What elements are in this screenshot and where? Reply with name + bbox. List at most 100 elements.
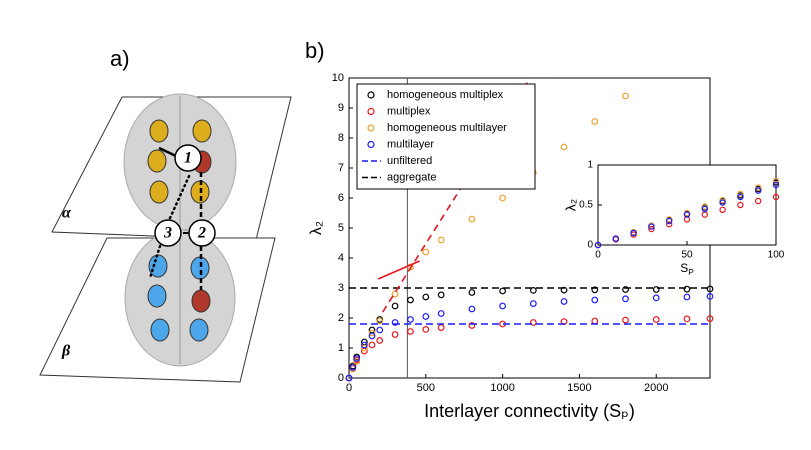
data-point <box>407 296 414 304</box>
data-point <box>437 291 445 299</box>
data-point <box>591 118 599 125</box>
data-point <box>622 316 629 324</box>
region-node <box>149 180 169 204</box>
data-point <box>701 205 709 213</box>
data-point <box>437 236 445 244</box>
region-node <box>147 149 167 173</box>
data-point <box>666 217 673 225</box>
data-point <box>755 184 762 191</box>
x-axis-label: SP <box>680 261 694 277</box>
data-point <box>683 315 691 323</box>
data-point <box>591 286 599 294</box>
edge <box>148 244 162 280</box>
region-node <box>191 289 211 313</box>
data-point <box>391 319 399 326</box>
data-point <box>648 225 655 233</box>
legend-marker <box>367 107 375 116</box>
x-tick-label: 0 <box>346 382 352 394</box>
data-point <box>468 215 476 223</box>
data-point <box>368 329 376 337</box>
hub-node <box>154 219 182 247</box>
region-node <box>189 318 209 342</box>
data-point <box>407 316 414 323</box>
data-point <box>683 211 691 218</box>
legend-label: multiplex <box>387 105 431 117</box>
region-node <box>192 119 212 143</box>
data-point <box>422 293 430 301</box>
x-axis-label-base: S <box>680 261 688 275</box>
data-point <box>407 328 414 335</box>
y-tick-label: 1 <box>587 160 593 171</box>
data-point <box>368 341 376 349</box>
x-tick-label: 0 <box>595 250 601 261</box>
edge <box>158 146 177 158</box>
data-point <box>622 295 629 303</box>
x-tick-label: 1000 <box>490 382 514 394</box>
y-tick-label: 3 <box>338 282 344 294</box>
y-tick-label: 0 <box>338 372 344 384</box>
layer-label: β <box>61 343 71 360</box>
data-point <box>353 358 361 365</box>
legend-label: multilayer <box>387 138 434 150</box>
data-point <box>622 286 629 293</box>
edge <box>168 172 192 220</box>
data-point <box>499 194 507 202</box>
layer-label: α <box>62 205 72 222</box>
data-point <box>737 190 744 197</box>
data-point <box>499 302 507 310</box>
x-axis-label-sub: P <box>688 267 694 277</box>
data-point <box>560 143 568 151</box>
data-point <box>737 193 744 201</box>
y-tick-label: 9 <box>338 102 344 114</box>
data-point <box>422 248 430 256</box>
region-node <box>150 318 170 342</box>
x-tick-label: 2000 <box>644 382 668 394</box>
region-node <box>149 119 169 143</box>
data-point <box>648 223 655 230</box>
y-tick-label: 1 <box>338 342 344 354</box>
data-point <box>353 355 361 362</box>
data-point <box>706 285 714 293</box>
data-point <box>468 322 476 329</box>
data-point <box>360 344 368 352</box>
panel-label: b) <box>305 38 325 63</box>
y-tick-label: 8 <box>338 132 344 144</box>
data-point <box>772 193 780 201</box>
data-point <box>391 331 399 338</box>
x-tick-label: 50 <box>681 250 693 261</box>
x-tick-label: 1500 <box>567 382 591 394</box>
data-point <box>468 289 476 296</box>
data-point <box>652 294 660 302</box>
y-tick-label: 0 <box>587 240 593 251</box>
data-point <box>706 315 714 323</box>
data-point <box>376 317 384 325</box>
y-tick-label: 6 <box>338 192 344 204</box>
region-node <box>147 284 167 308</box>
data-point <box>422 326 430 333</box>
legend-marker <box>367 140 375 149</box>
legend-label: homogeneous multiplex <box>387 89 504 101</box>
data-point <box>652 286 660 293</box>
data-point <box>437 310 445 317</box>
legend-label: homogeneous multilayer <box>387 122 507 134</box>
data-point <box>719 206 726 213</box>
data-point <box>468 305 476 313</box>
x-tick-label: 500 <box>417 382 435 394</box>
data-point <box>345 374 353 382</box>
node-label: 3 <box>163 225 172 242</box>
data-point <box>437 324 445 332</box>
data-point <box>772 181 780 189</box>
data-point <box>755 197 762 205</box>
data-point <box>612 235 620 242</box>
node-label: 1 <box>184 150 192 167</box>
data-point <box>376 326 384 334</box>
y-tick-label: 2 <box>338 312 344 324</box>
data-point <box>772 177 780 185</box>
data-point <box>683 293 691 301</box>
data-point <box>391 302 399 310</box>
y-tick-label: 0.5 <box>579 200 593 211</box>
data-point <box>560 298 568 305</box>
data-point <box>529 300 537 308</box>
